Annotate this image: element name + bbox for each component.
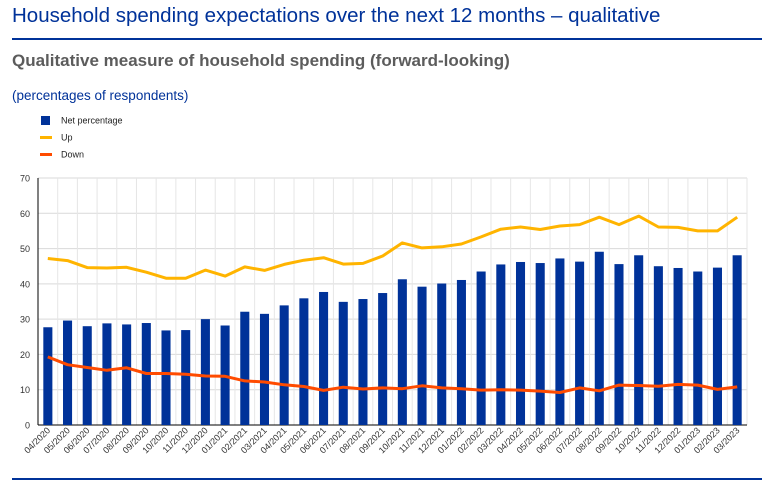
- bar-net-percentage: [575, 261, 585, 425]
- line-up: [47, 214, 739, 280]
- bar-net-percentage: [673, 267, 683, 425]
- chart-title: Qualitative measure of household spendin…: [12, 51, 510, 70]
- bar-net-percentage: [515, 261, 526, 425]
- bar-net-percentage: [63, 320, 73, 425]
- bar-net-percentage: [555, 258, 565, 425]
- bar-net-percentage: [358, 299, 368, 425]
- bar-net-percentage: [594, 251, 604, 425]
- bar-net-percentage: [181, 330, 191, 425]
- y-tick-label: 40: [20, 279, 30, 289]
- bar-net-percentage: [693, 271, 703, 425]
- y-tick-label: 10: [20, 385, 30, 395]
- bar-net-percentage: [240, 311, 250, 425]
- bar-net-percentage: [299, 298, 309, 425]
- bar-net-percentage: [319, 291, 329, 425]
- legend-label: Net percentage: [61, 116, 123, 126]
- legend-swatch-bar: [41, 116, 50, 125]
- y-tick-label: 20: [20, 350, 30, 360]
- chart-subtitle: (percentages of respondents): [12, 88, 189, 103]
- y-tick-label: 50: [20, 244, 30, 254]
- page-title: Household spending expectations over the…: [12, 4, 661, 27]
- bar-net-percentage: [43, 327, 53, 425]
- bar-net-percentage: [456, 279, 466, 425]
- bar-net-percentage: [200, 319, 210, 425]
- bar-net-percentage: [259, 313, 270, 425]
- legend-label: Up: [61, 133, 73, 143]
- bar-net-percentage: [378, 293, 388, 425]
- bar-net-percentage: [102, 323, 112, 425]
- bar-net-percentage: [653, 266, 663, 425]
- bar-net-percentage: [122, 324, 132, 425]
- bar-net-percentage: [417, 286, 427, 425]
- bar-net-percentage: [279, 305, 289, 425]
- bar-net-percentage: [535, 263, 545, 425]
- y-tick-label: 60: [20, 209, 30, 219]
- bar-net-percentage: [437, 283, 447, 425]
- bar-net-percentage: [496, 264, 506, 425]
- y-tick-label: 0: [25, 421, 30, 431]
- bar-net-percentage: [732, 255, 742, 425]
- bar-net-percentage: [161, 330, 171, 425]
- legend-label: Down: [61, 150, 84, 160]
- footer-divider: [12, 478, 762, 480]
- bar-net-percentage: [338, 301, 348, 425]
- bar-net-percentage: [614, 264, 624, 425]
- bar-net-percentage: [82, 326, 92, 425]
- line-down: [47, 355, 738, 394]
- bar-net-percentage: [634, 255, 644, 425]
- bar-net-percentage: [397, 279, 407, 425]
- y-tick-label: 30: [20, 315, 30, 325]
- y-tick-label: 70: [20, 174, 30, 184]
- title-divider: [12, 38, 762, 40]
- bar-net-percentage: [712, 267, 722, 425]
- bar-net-percentage: [476, 271, 486, 425]
